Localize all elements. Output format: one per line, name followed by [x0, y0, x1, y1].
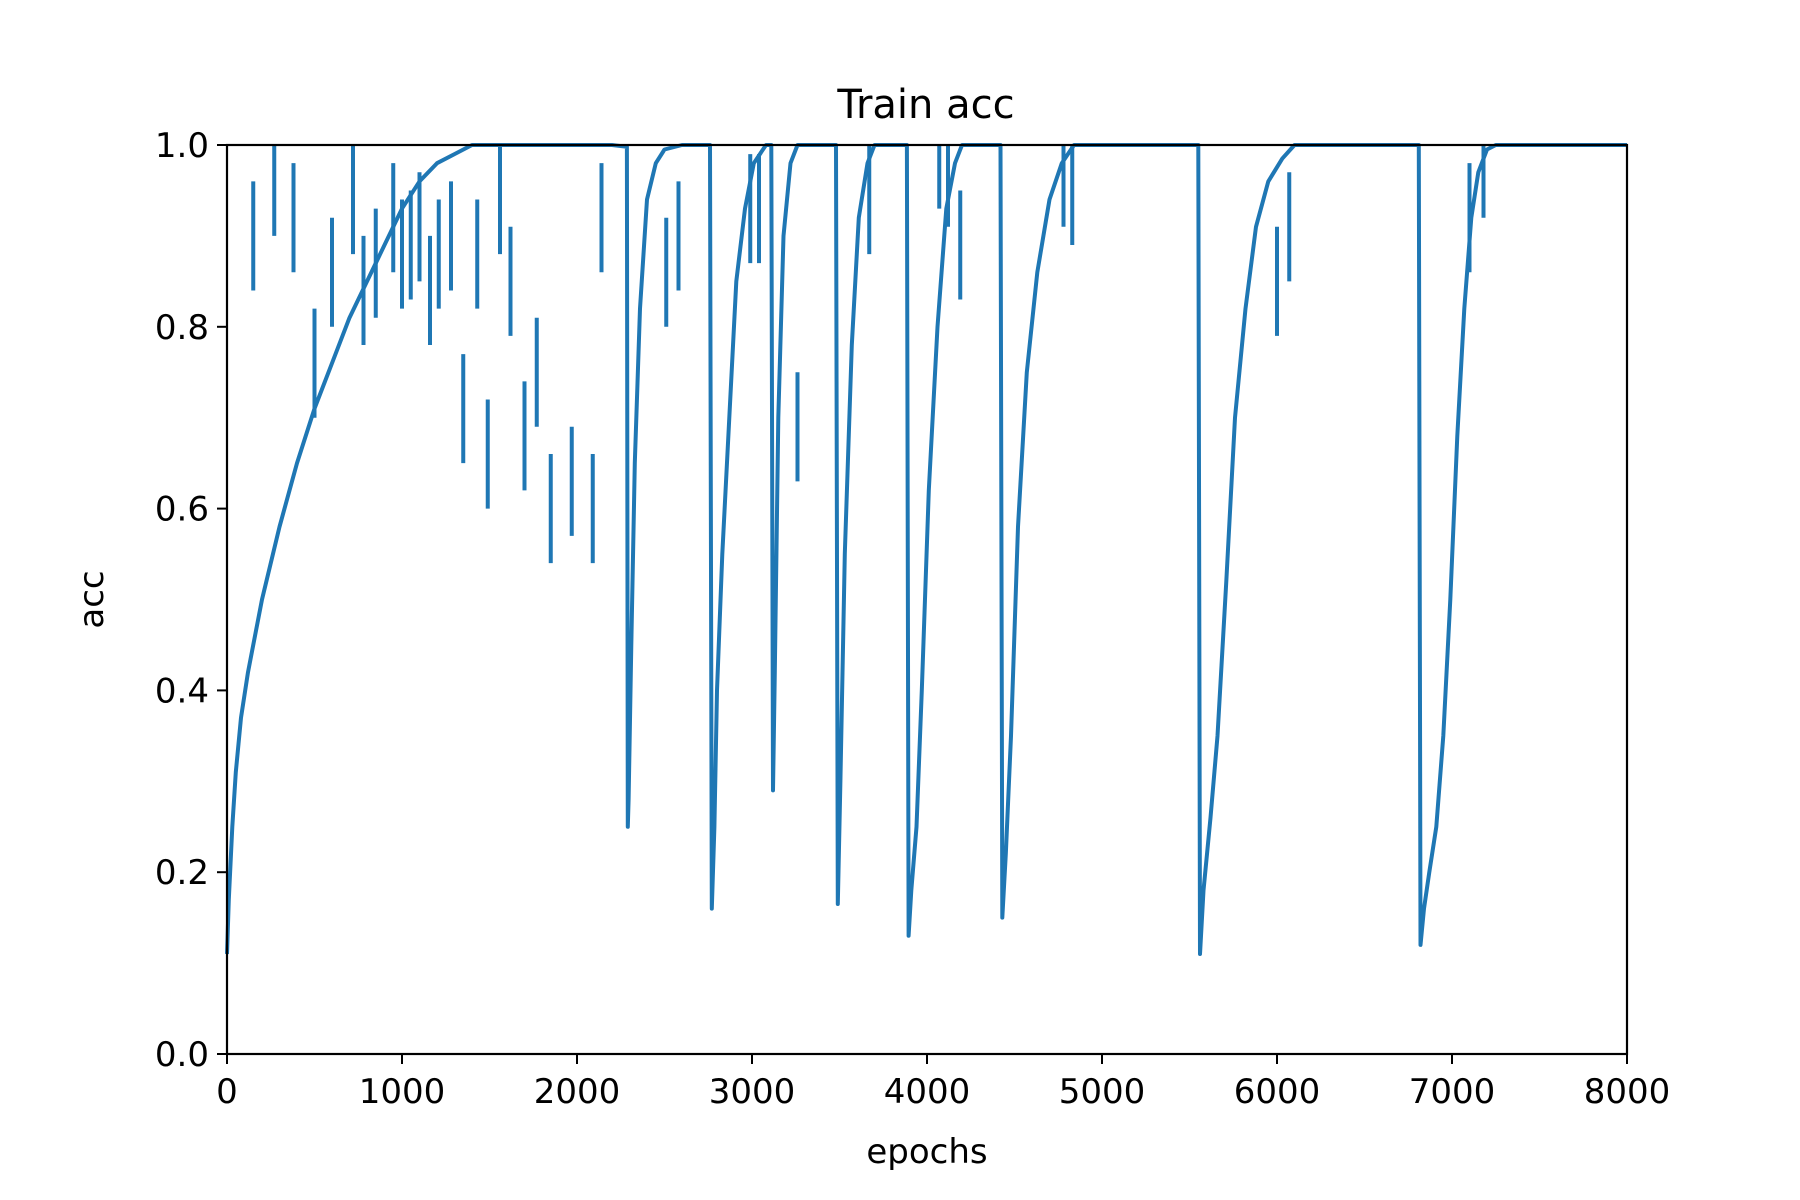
x-axis: 0 1000 2000 3000 4000 5000 6000 7000 8000: [216, 1054, 1670, 1112]
x-tick-label: 3000: [709, 1072, 796, 1112]
x-tick-label: 4000: [884, 1072, 971, 1112]
chart-title: Train acc: [836, 82, 1014, 128]
x-tick-label: 6000: [1234, 1072, 1321, 1112]
y-tick-label: 0.8: [155, 308, 209, 348]
x-tick-label: 5000: [1059, 1072, 1146, 1112]
x-axis-label: epochs: [866, 1132, 987, 1172]
y-tick-label: 0.2: [155, 853, 209, 893]
y-tick-label: 1.0: [155, 126, 209, 166]
x-tick-label: 1000: [359, 1072, 446, 1112]
y-axis-label: acc: [72, 570, 112, 628]
x-tick-label: 7000: [1409, 1072, 1496, 1112]
y-tick-label: 0.0: [155, 1035, 209, 1075]
x-tick-label: 0: [216, 1072, 238, 1112]
x-tick-label: 8000: [1584, 1072, 1671, 1112]
plot-area: [225, 143, 1627, 956]
x-tick-label: 2000: [534, 1072, 621, 1112]
train-acc-line: [225, 143, 1627, 956]
y-axis: 0.0 0.2 0.4 0.6 0.8 1.0: [155, 126, 227, 1075]
y-tick-label: 0.6: [155, 490, 209, 530]
y-tick-label: 0.4: [155, 671, 209, 711]
